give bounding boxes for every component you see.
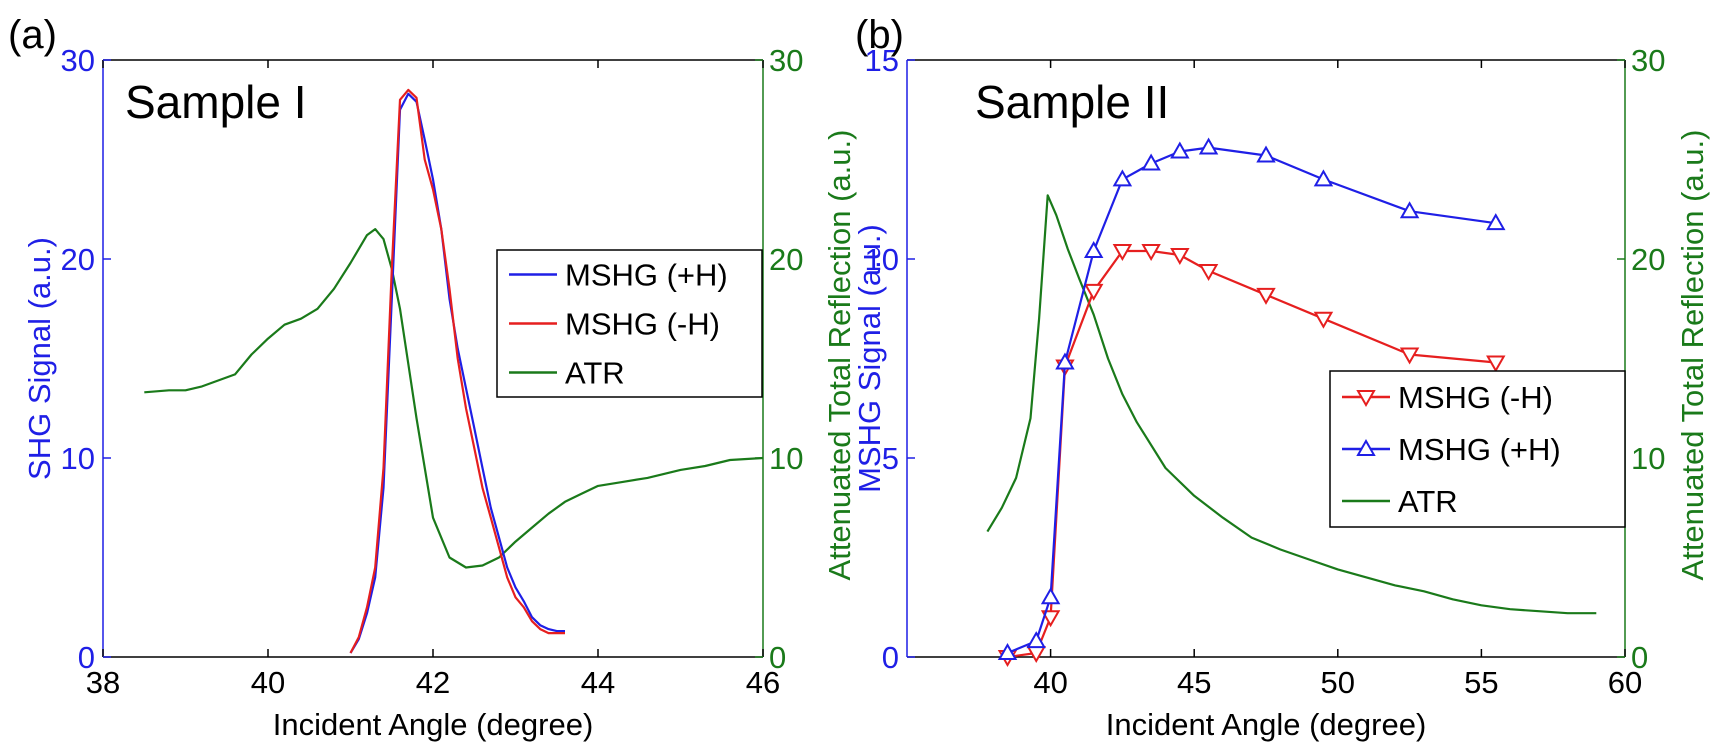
data-point-marker xyxy=(1399,347,1420,365)
left-y-axis-label: MSHG Signal (a.u.) xyxy=(852,224,887,493)
data-point-marker xyxy=(1486,355,1506,373)
panel-label: (a) xyxy=(8,13,57,57)
data-point-marker xyxy=(1141,153,1161,171)
right-y-tick-label: 0 xyxy=(769,640,786,675)
legend-entry-label: MSHG (-H) xyxy=(565,307,720,342)
x-tick-label: 50 xyxy=(1321,665,1355,700)
left-y-tick-label: 20 xyxy=(61,242,95,277)
right-y-tick-label: 20 xyxy=(769,242,803,277)
legend-entry-label: MSHG (+H) xyxy=(565,258,728,293)
legend: MSHG (-H) MSHG (+H) ATR xyxy=(1329,370,1626,528)
x-tick-label: 38 xyxy=(86,665,120,700)
data-point-marker xyxy=(1256,287,1276,305)
data-point-marker xyxy=(1170,248,1190,266)
left-y-tick-label: 30 xyxy=(61,43,95,78)
x-tick-label: 55 xyxy=(1464,665,1498,700)
right-y-tick-label: 10 xyxy=(769,441,803,476)
data-point-marker xyxy=(1170,141,1190,159)
data-point-marker xyxy=(1198,263,1219,281)
x-tick-label: 40 xyxy=(1033,665,1067,700)
left-y-axis-label: SHG Signal (a.u.) xyxy=(22,237,57,480)
data-point-marker xyxy=(1040,610,1061,628)
x-axis-label: Incident Angle (degree) xyxy=(273,707,594,742)
x-axis-label: Incident Angle (degree) xyxy=(1106,707,1427,742)
data-point-marker xyxy=(1040,587,1061,605)
data-point-marker xyxy=(1083,283,1104,301)
data-point-marker xyxy=(1313,311,1334,329)
data-point-marker xyxy=(1313,169,1334,187)
data-point-marker xyxy=(1141,244,1161,262)
series-line xyxy=(986,194,1597,615)
data-point-marker xyxy=(1083,241,1104,259)
data-point-marker xyxy=(1356,438,1376,456)
data-point-marker xyxy=(1112,244,1133,262)
left-y-tick-label: 10 xyxy=(61,441,95,476)
legend-entry-label: MSHG (-H) xyxy=(1398,380,1553,415)
x-tick-label: 60 xyxy=(1608,665,1642,700)
panel-label: (b) xyxy=(855,13,904,57)
data-point-marker xyxy=(1399,201,1420,219)
series-mshg-h xyxy=(997,137,1506,661)
left-y-tick-label: 5 xyxy=(882,441,899,476)
right-y-tick-label: 30 xyxy=(769,43,803,78)
series-mshg-h xyxy=(349,88,565,654)
data-point-marker xyxy=(1198,137,1219,155)
series-atr xyxy=(144,228,764,569)
sample-annotation: Sample II xyxy=(975,76,1169,128)
legend: MSHG (+H) MSHG (-H) ATR xyxy=(496,249,763,398)
data-point-marker xyxy=(1256,145,1276,163)
data-point-marker xyxy=(1026,631,1046,649)
left-y-tick-label: 0 xyxy=(882,640,899,675)
right-y-tick-label: 20 xyxy=(1631,242,1665,277)
left-y-tick-label: 0 xyxy=(78,640,95,675)
x-tick-label: 45 xyxy=(1177,665,1211,700)
data-point-marker xyxy=(1112,169,1133,187)
x-tick-label: 42 xyxy=(416,665,450,700)
series-atr xyxy=(986,194,1597,615)
x-tick-label: 46 xyxy=(746,665,780,700)
right-y-axis-label: Attenuated Total Reflection (a.u.) xyxy=(1675,130,1710,581)
legend-entry-label: MSHG (+H) xyxy=(1398,432,1561,467)
legend-entry-label: ATR xyxy=(565,356,625,391)
data-point-marker xyxy=(1486,213,1506,231)
x-tick-label: 44 xyxy=(581,665,615,700)
right-y-tick-label: 30 xyxy=(1631,43,1665,78)
series-line xyxy=(349,88,565,654)
left-y-tick-label: 10 xyxy=(865,242,899,277)
right-y-tick-label: 0 xyxy=(1631,640,1648,675)
left-y-tick-label: 15 xyxy=(865,43,899,78)
data-point-marker xyxy=(1356,390,1376,408)
right-y-tick-label: 10 xyxy=(1631,441,1665,476)
right-y-axis-label: Attenuated Total Reflection (a.u.) xyxy=(822,130,857,581)
series-line xyxy=(144,228,764,569)
legend-entry-label: ATR xyxy=(1398,484,1458,519)
sample-annotation: Sample I xyxy=(125,76,307,128)
data-point-marker xyxy=(997,643,1018,661)
data-point-marker xyxy=(1055,352,1075,370)
x-tick-label: 40 xyxy=(251,665,285,700)
